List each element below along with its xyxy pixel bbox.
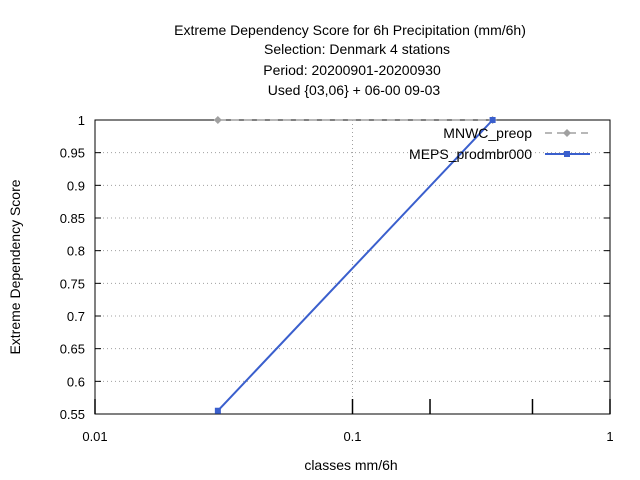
y-tick-label: 0.7	[67, 309, 85, 324]
x-tick-label: 0.1	[343, 429, 361, 444]
y-tick-label: 0.95	[60, 146, 85, 161]
y-tick-label: 0.6	[67, 374, 85, 389]
y-tick-label: 0.8	[67, 244, 85, 259]
series	[213, 116, 497, 414]
y-tick-label: 0.65	[60, 342, 85, 357]
y-tick-label: 0.75	[60, 276, 85, 291]
chart-title-line: Used {03,06} + 06-00 09-03	[268, 82, 441, 98]
y-tick-label: 1	[78, 113, 85, 128]
grid	[95, 120, 610, 414]
chart-title: Extreme Dependency Score for 6h Precipit…	[174, 22, 526, 98]
x-tick-label: 1	[606, 429, 613, 444]
chart-title-line: Period: 20200901-20200930	[263, 62, 441, 78]
y-tick-label: 0.9	[67, 178, 85, 193]
x-axis-label: classes mm/6h	[304, 457, 397, 473]
legend-label: MEPS_prodmbr000	[409, 146, 532, 162]
legend-marker	[564, 151, 570, 157]
data-point	[489, 117, 496, 123]
data-point	[214, 407, 221, 414]
legend: MNWC_preop MEPS_prodmbr000	[409, 125, 590, 162]
chart-title-line: Extreme Dependency Score for 6h Precipit…	[174, 22, 526, 38]
y-tick-label: 0.55	[60, 407, 85, 422]
y-axis-label: Extreme Dependency Score	[7, 179, 23, 354]
x-tick-label: 0.01	[82, 429, 107, 444]
axis-ticks: 0.55 0.6 0.65 0.7 0.75 0.8 0.85 0.9 0.95 1 0.01 0.1…	[60, 113, 614, 444]
legend-label: MNWC_preop	[443, 125, 532, 141]
chart-title-line: Selection: Denmark 4 stations	[264, 41, 450, 57]
y-tick-label: 0.85	[60, 211, 85, 226]
legend-marker	[563, 129, 571, 137]
data-point	[213, 116, 222, 124]
series-line	[217, 119, 494, 412]
